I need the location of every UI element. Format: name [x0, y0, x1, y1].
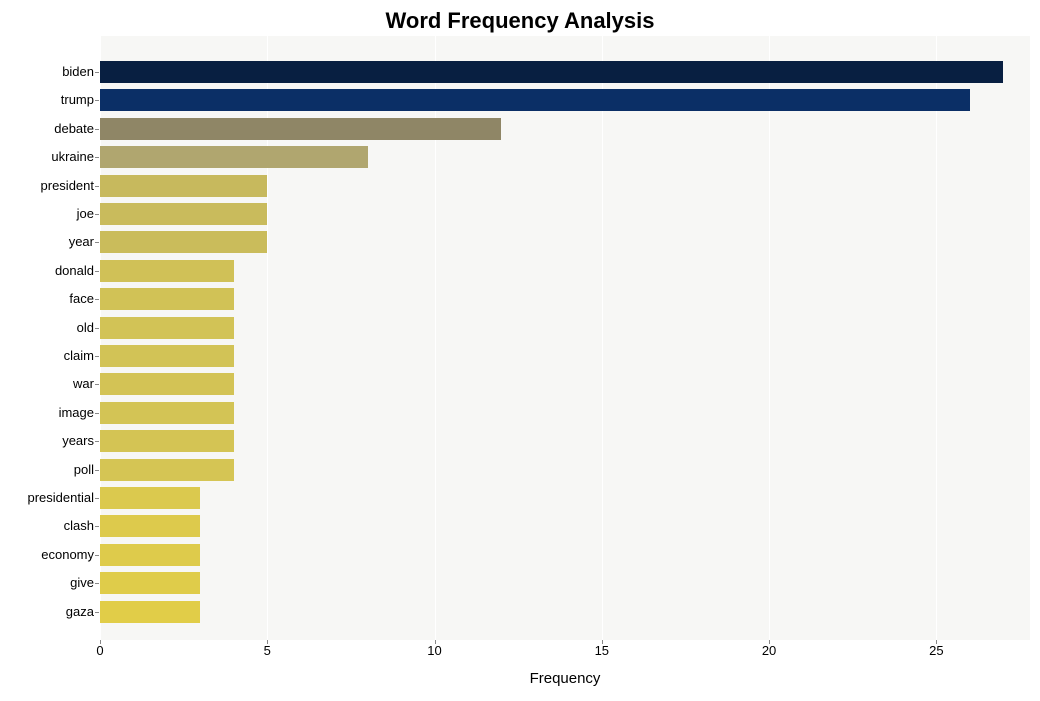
bar	[100, 317, 234, 339]
bar	[100, 402, 234, 424]
bar	[100, 175, 267, 197]
gridline	[936, 36, 937, 640]
bar	[100, 203, 267, 225]
y-tick-mark	[95, 157, 99, 158]
y-tick-mark	[95, 328, 99, 329]
x-axis: Frequency 0510152025	[100, 640, 1030, 694]
y-tick-label: year	[0, 231, 94, 253]
y-tick-label: gaza	[0, 601, 94, 623]
bar	[100, 89, 970, 111]
x-tick-label: 20	[762, 643, 776, 658]
y-tick-mark	[95, 100, 99, 101]
bar	[100, 345, 234, 367]
y-tick-mark	[95, 214, 99, 215]
y-tick-mark	[95, 441, 99, 442]
y-tick-mark	[95, 470, 99, 471]
y-tick-label: give	[0, 572, 94, 594]
bar	[100, 231, 267, 253]
y-tick-label: biden	[0, 61, 94, 83]
bar	[100, 146, 368, 168]
y-tick-label: trump	[0, 89, 94, 111]
gridline	[769, 36, 770, 640]
y-tick-label: economy	[0, 544, 94, 566]
x-tick-label: 10	[427, 643, 441, 658]
y-tick-mark	[95, 299, 99, 300]
y-tick-mark	[95, 129, 99, 130]
y-tick-mark	[95, 271, 99, 272]
y-tick-mark	[95, 242, 99, 243]
bar	[100, 515, 200, 537]
y-tick-mark	[95, 526, 99, 527]
y-tick-mark	[95, 72, 99, 73]
bar	[100, 260, 234, 282]
y-tick-label: old	[0, 317, 94, 339]
y-tick-label: donald	[0, 260, 94, 282]
bar	[100, 61, 1003, 83]
y-tick-mark	[95, 612, 99, 613]
y-tick-label: image	[0, 402, 94, 424]
chart-title: Word Frequency Analysis	[0, 8, 1040, 34]
bar	[100, 430, 234, 452]
bar	[100, 572, 200, 594]
gridline	[602, 36, 603, 640]
bar	[100, 544, 200, 566]
bar	[100, 459, 234, 481]
bar	[100, 601, 200, 623]
bar	[100, 118, 501, 140]
y-tick-mark	[95, 413, 99, 414]
y-tick-mark	[95, 384, 99, 385]
y-tick-mark	[95, 555, 99, 556]
y-tick-label: presidential	[0, 487, 94, 509]
y-tick-mark	[95, 186, 99, 187]
y-tick-mark	[95, 356, 99, 357]
y-tick-label: war	[0, 373, 94, 395]
y-tick-label: clash	[0, 515, 94, 537]
y-tick-label: face	[0, 288, 94, 310]
y-tick-mark	[95, 498, 99, 499]
x-tick-label: 25	[929, 643, 943, 658]
bar	[100, 373, 234, 395]
y-tick-label: ukraine	[0, 146, 94, 168]
plot-area	[100, 36, 1030, 640]
x-tick-label: 0	[96, 643, 103, 658]
bar	[100, 487, 200, 509]
x-tick-label: 5	[264, 643, 271, 658]
y-tick-label: debate	[0, 118, 94, 140]
bar	[100, 288, 234, 310]
y-tick-label: joe	[0, 203, 94, 225]
y-tick-label: president	[0, 175, 94, 197]
x-axis-title: Frequency	[100, 670, 1030, 687]
y-tick-label: poll	[0, 459, 94, 481]
y-tick-label: years	[0, 430, 94, 452]
y-tick-label: claim	[0, 345, 94, 367]
word-frequency-chart: Word Frequency Analysis Frequency 0 5 10 15…	[0, 0, 1040, 701]
y-tick-mark	[95, 583, 99, 584]
x-tick-label: 15	[595, 643, 609, 658]
